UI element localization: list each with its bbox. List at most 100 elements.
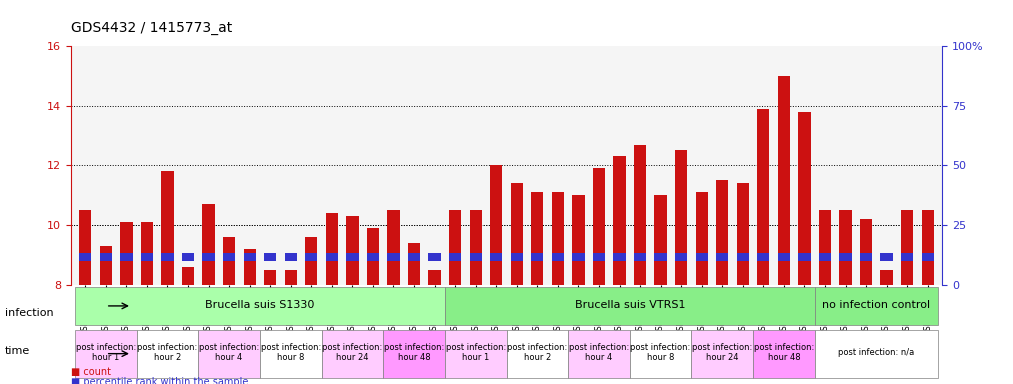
Text: time: time [5, 346, 30, 356]
Text: ■ percentile rank within the sample: ■ percentile rank within the sample [71, 377, 248, 384]
Bar [798, 253, 810, 261]
Bar [326, 253, 338, 261]
FancyBboxPatch shape [506, 330, 568, 377]
Text: infection: infection [5, 308, 54, 318]
Bar [203, 204, 215, 285]
Bar [922, 253, 934, 261]
Bar [572, 253, 585, 261]
Bar [716, 180, 728, 285]
Bar [326, 213, 338, 285]
Text: Brucella suis S1330: Brucella suis S1330 [206, 300, 315, 310]
Bar [819, 210, 831, 285]
FancyBboxPatch shape [75, 330, 137, 377]
Bar [901, 253, 914, 261]
Bar [203, 253, 215, 261]
Bar [860, 219, 872, 285]
FancyBboxPatch shape [568, 330, 630, 377]
Bar [223, 237, 235, 285]
Bar [469, 253, 482, 261]
Bar [79, 253, 91, 261]
Bar [634, 253, 646, 261]
Bar [675, 151, 687, 285]
Bar [778, 76, 790, 285]
Bar [264, 270, 277, 285]
Bar [182, 267, 194, 285]
FancyBboxPatch shape [383, 330, 445, 377]
Bar [408, 243, 420, 285]
Text: post infection:
hour 24: post infection: hour 24 [322, 343, 383, 362]
Bar [654, 195, 667, 285]
Bar [121, 222, 133, 285]
Text: post infection:
hour 2: post infection: hour 2 [138, 343, 198, 362]
Bar [613, 253, 626, 261]
Bar [716, 253, 728, 261]
Text: post infection:
hour 48: post infection: hour 48 [754, 343, 814, 362]
Bar [243, 249, 256, 285]
Bar [757, 253, 770, 261]
Bar [531, 192, 544, 285]
Bar [840, 253, 852, 261]
Bar [634, 144, 646, 285]
Bar [367, 253, 379, 261]
Text: ■ count: ■ count [71, 367, 110, 377]
Bar [880, 270, 892, 285]
Bar [121, 253, 133, 261]
Bar [552, 192, 564, 285]
Text: Brucella suis VTRS1: Brucella suis VTRS1 [574, 300, 685, 310]
Text: post infection:
hour 1: post infection: hour 1 [76, 343, 136, 362]
Bar [161, 171, 173, 285]
Text: post infection:
hour 24: post infection: hour 24 [692, 343, 753, 362]
Bar [490, 253, 502, 261]
Bar [79, 210, 91, 285]
Text: post infection:
hour 8: post infection: hour 8 [630, 343, 691, 362]
Bar [285, 270, 297, 285]
Bar [428, 270, 441, 285]
Bar [798, 112, 810, 285]
Bar [511, 253, 523, 261]
Bar [654, 253, 667, 261]
Bar [901, 210, 914, 285]
FancyBboxPatch shape [445, 287, 814, 325]
Bar [531, 253, 544, 261]
Bar [593, 168, 605, 285]
Text: GDS4432 / 1415773_at: GDS4432 / 1415773_at [71, 21, 232, 35]
FancyBboxPatch shape [692, 330, 753, 377]
Bar [490, 166, 502, 285]
Bar [778, 253, 790, 261]
Bar [840, 210, 852, 285]
Bar [449, 253, 461, 261]
Bar [696, 192, 708, 285]
FancyBboxPatch shape [814, 287, 938, 325]
Bar [346, 253, 359, 261]
Bar [922, 210, 934, 285]
Bar [613, 156, 626, 285]
FancyBboxPatch shape [75, 287, 445, 325]
Bar [161, 253, 173, 261]
Bar [387, 210, 400, 285]
Text: post infection:
hour 1: post infection: hour 1 [446, 343, 505, 362]
Bar [880, 253, 892, 261]
Bar [223, 253, 235, 261]
Bar [696, 253, 708, 261]
Bar [387, 253, 400, 261]
Bar [408, 253, 420, 261]
Bar [860, 253, 872, 261]
Text: post infection:
hour 48: post infection: hour 48 [384, 343, 444, 362]
Bar [552, 253, 564, 261]
FancyBboxPatch shape [137, 330, 199, 377]
Bar [305, 253, 317, 261]
Bar [675, 253, 687, 261]
FancyBboxPatch shape [445, 330, 506, 377]
Text: post infection:
hour 4: post infection: hour 4 [569, 343, 629, 362]
FancyBboxPatch shape [260, 330, 321, 377]
Bar [99, 253, 112, 261]
Text: no infection control: no infection control [823, 300, 930, 310]
Text: post infection:
hour 2: post infection: hour 2 [508, 343, 567, 362]
Bar [428, 253, 441, 261]
Bar [367, 228, 379, 285]
Bar [182, 253, 194, 261]
FancyBboxPatch shape [753, 330, 814, 377]
Bar [736, 253, 749, 261]
Text: post infection:
hour 4: post infection: hour 4 [199, 343, 259, 362]
Bar [736, 183, 749, 285]
